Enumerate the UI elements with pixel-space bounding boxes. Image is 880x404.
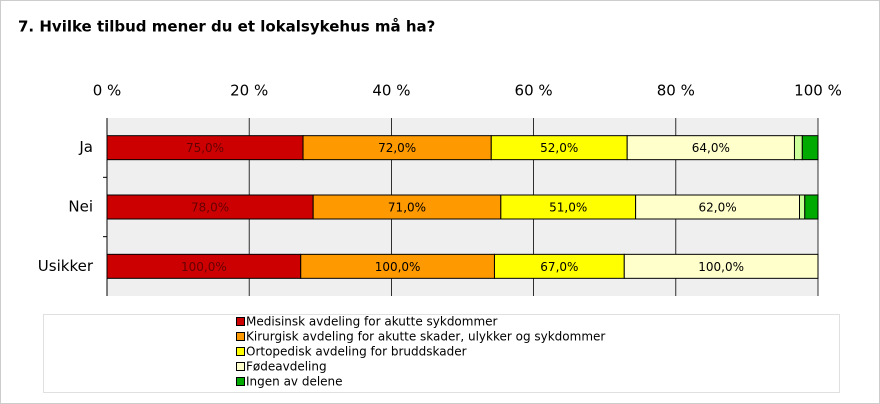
bar-segment	[626, 135, 795, 161]
bar-segment	[302, 135, 492, 161]
y-tick-label: Usikker	[38, 257, 94, 275]
value-label: 52,0%	[540, 141, 578, 155]
y-tick-label: Ja	[78, 138, 93, 156]
x-tick-label: 80 %	[657, 82, 695, 100]
bar-segment	[623, 253, 819, 279]
chart-title: 7. Hvilke tilbud mener du et lokalsykehu…	[18, 18, 435, 36]
bar-segment	[500, 194, 637, 220]
legend-label: Ingen av delene	[246, 375, 343, 389]
value-label: 64,0%	[692, 141, 730, 155]
value-label: 78,0%	[191, 201, 229, 215]
value-label: 100,0%	[698, 260, 744, 274]
legend-swatch	[236, 317, 245, 326]
x-tick-label: 60 %	[515, 82, 553, 100]
value-label: 100,0%	[181, 260, 227, 274]
value-label: 67,0%	[540, 260, 578, 274]
legend-label: Kirurgisk avdeling for akutte skader, ul…	[246, 330, 605, 344]
value-label: 72,0%	[378, 141, 416, 155]
x-tick-label: 40 %	[372, 82, 410, 100]
legend-label: Medisinsk avdeling for akutte sykdommer	[246, 315, 498, 329]
legend-swatch	[236, 377, 245, 386]
legend-swatch	[236, 362, 245, 371]
legend-swatch	[236, 347, 245, 356]
y-tick-label: Nei	[68, 198, 93, 216]
x-tick-label: 100 %	[794, 82, 842, 100]
bar-segment	[798, 194, 806, 220]
bar-segment	[490, 135, 628, 161]
value-label: 75,0%	[186, 141, 224, 155]
x-tick-label: 20 %	[230, 82, 268, 100]
x-tick-label: 0 %	[93, 82, 122, 100]
value-label: 62,0%	[698, 201, 736, 215]
legend-swatch	[236, 332, 245, 341]
bar-segment	[801, 135, 819, 161]
value-label: 51,0%	[549, 201, 587, 215]
legend-box	[43, 314, 840, 393]
bar-segment	[106, 194, 314, 220]
bar-segment	[106, 135, 304, 161]
bar-segment	[493, 253, 625, 279]
value-label: 100,0%	[375, 260, 421, 274]
legend-label: Ortopedisk avdeling for bruddskader	[246, 345, 467, 359]
bar-segment	[793, 135, 803, 161]
bar-segment	[106, 253, 302, 279]
value-label: 71,0%	[388, 201, 426, 215]
bar-segment	[635, 194, 800, 220]
legend-label: Fødeavdeling	[246, 360, 327, 374]
bar-segment	[804, 194, 819, 220]
